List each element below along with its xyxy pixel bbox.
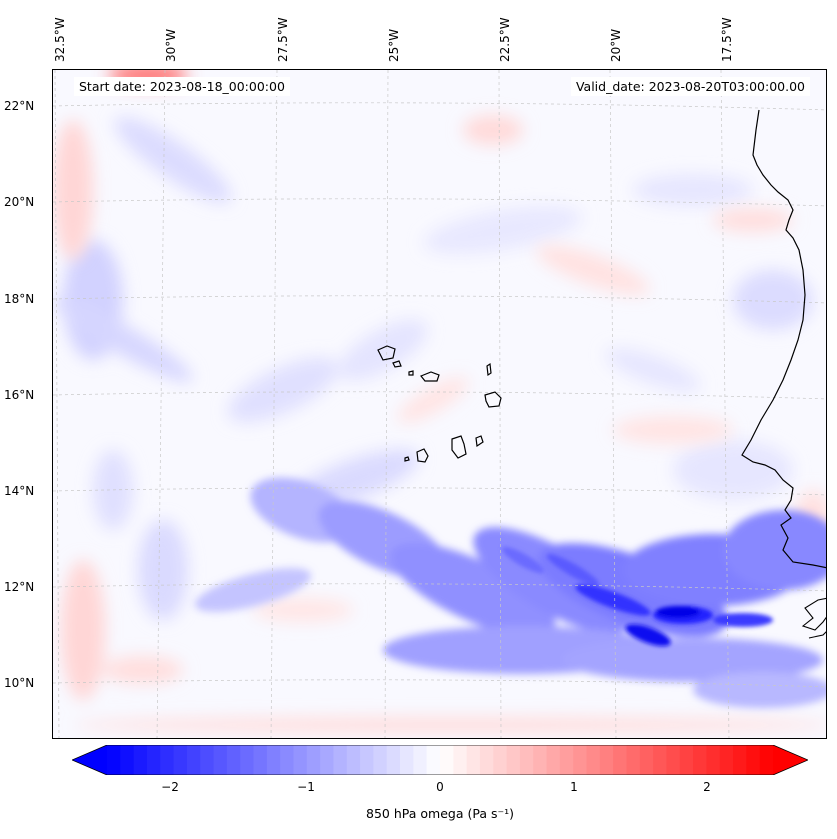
colorbar-cell bbox=[706, 745, 721, 775]
colorbar-cell bbox=[160, 745, 175, 775]
colorbar-cell bbox=[440, 745, 454, 775]
lon-label-27-5w: 27.5°W bbox=[276, 17, 290, 62]
ascent-band bbox=[194, 477, 826, 708]
colorbar bbox=[72, 745, 808, 775]
colorbar-cell bbox=[400, 745, 414, 775]
omega-field-svg bbox=[53, 70, 826, 738]
colorbar-cell bbox=[133, 745, 148, 775]
lon-label-32-5w: 32.5°W bbox=[53, 17, 67, 62]
colorbar-cell bbox=[146, 745, 161, 775]
colorbar-cell bbox=[186, 745, 201, 775]
lat-label-16n: 16°N bbox=[4, 388, 35, 402]
colorbar-cell bbox=[573, 745, 588, 775]
omega-map bbox=[52, 69, 827, 739]
faint-descent-patterns bbox=[53, 70, 826, 733]
lat-label-22n: 22°N bbox=[4, 99, 35, 113]
lon-label-20w: 20°W bbox=[609, 28, 623, 62]
colorbar-extend-max bbox=[773, 745, 808, 775]
colorbar-cell bbox=[333, 745, 348, 775]
colorbar-cell bbox=[280, 745, 294, 775]
colorbar-cell bbox=[679, 745, 694, 775]
colorbar-cell bbox=[226, 745, 241, 775]
colorbar-cell bbox=[479, 745, 494, 775]
start-date-label: Start date: 2023-08-18_00:00:00 bbox=[74, 77, 290, 96]
lon-label-22-5w: 22.5°W bbox=[498, 17, 512, 62]
colorbar-cell bbox=[599, 745, 614, 775]
colorbar-tick-1: 1 bbox=[570, 780, 578, 794]
colorbar-cell bbox=[453, 745, 468, 775]
gridlines bbox=[53, 70, 826, 738]
colorbar-cell bbox=[253, 745, 268, 775]
colorbar-cell bbox=[320, 745, 334, 775]
colorbar-cell bbox=[306, 745, 321, 775]
colorbar-cell bbox=[293, 745, 308, 775]
colorbar-cell bbox=[639, 745, 654, 775]
ascent-cores bbox=[502, 546, 773, 647]
lat-label-14n: 14°N bbox=[4, 484, 35, 498]
colorbar-tick-2: 2 bbox=[703, 780, 711, 794]
valid-date-label: Valid_date: 2023-08-20T03:00:00.00 bbox=[570, 77, 810, 96]
colorbar-cell bbox=[533, 745, 548, 775]
colorbar-cell bbox=[426, 745, 441, 775]
colorbar-tick-0: 0 bbox=[436, 780, 444, 794]
lon-label-25w: 25°W bbox=[387, 28, 401, 62]
colorbar-cell bbox=[386, 745, 401, 775]
lon-label-17-5w: 17.5°W bbox=[720, 17, 734, 62]
colorbar-cell bbox=[107, 745, 121, 775]
lat-label-10n: 10°N bbox=[4, 676, 35, 690]
colorbar-cell bbox=[759, 745, 774, 775]
lat-label-18n: 18°N bbox=[4, 292, 35, 306]
colorbar-cell bbox=[266, 745, 281, 775]
colorbar-cell bbox=[413, 745, 428, 775]
colorbar-cell bbox=[613, 745, 627, 775]
colorbar-cell bbox=[373, 745, 388, 775]
colorbar-cell bbox=[626, 745, 641, 775]
colorbar-cell bbox=[666, 745, 681, 775]
colorbar-label: 850 hPa omega (Pa s⁻¹) bbox=[366, 806, 514, 821]
colorbar-cell bbox=[586, 745, 601, 775]
colorbar-cell bbox=[173, 745, 188, 775]
colorbar-cell bbox=[240, 745, 255, 775]
colorbar-cell bbox=[346, 745, 361, 775]
colorbar-cell bbox=[559, 745, 574, 775]
colorbar-cell bbox=[360, 745, 374, 775]
lat-label-20n: 20°N bbox=[4, 195, 35, 209]
colorbar-cell bbox=[733, 745, 747, 775]
colorbar-tick-minus-2: −2 bbox=[161, 780, 179, 794]
colorbar-cell bbox=[466, 745, 481, 775]
colorbar-cell bbox=[693, 745, 707, 775]
colorbar-cell bbox=[653, 745, 667, 775]
colorbar-cell bbox=[746, 745, 761, 775]
lat-label-12n: 12°N bbox=[4, 580, 35, 594]
lon-label-30w: 30°W bbox=[164, 28, 178, 62]
africa-coastline bbox=[741, 109, 826, 569]
colorbar-extend-min bbox=[72, 745, 107, 775]
colorbar-cell bbox=[493, 745, 508, 775]
colorbar-cell bbox=[120, 745, 135, 775]
colorbar-cell bbox=[200, 745, 215, 775]
colorbar-cell bbox=[213, 745, 228, 775]
colorbar-cell bbox=[506, 745, 521, 775]
colorbar-cells bbox=[72, 745, 808, 775]
bijagos-coast bbox=[801, 597, 826, 639]
colorbar-tick-minus-1: −1 bbox=[297, 780, 315, 794]
colorbar-cell bbox=[519, 745, 534, 775]
colorbar-cell bbox=[546, 745, 561, 775]
cape-verde-islands bbox=[377, 345, 502, 463]
colorbar-cell bbox=[719, 745, 734, 775]
